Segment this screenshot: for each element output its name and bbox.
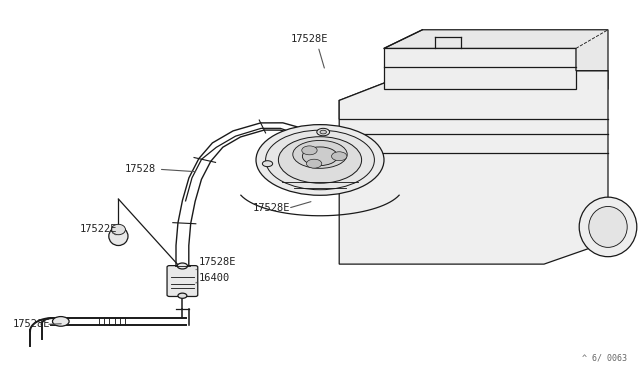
Ellipse shape [111, 224, 125, 235]
Ellipse shape [278, 137, 362, 183]
Ellipse shape [589, 206, 627, 247]
Text: 17528E: 17528E [291, 34, 329, 44]
PathPatch shape [384, 30, 608, 71]
Ellipse shape [302, 147, 338, 166]
PathPatch shape [339, 71, 608, 119]
Text: 17528: 17528 [125, 164, 156, 174]
Circle shape [262, 161, 273, 167]
Ellipse shape [266, 130, 374, 190]
Circle shape [178, 293, 187, 298]
Text: 17522E: 17522E [80, 224, 118, 234]
Circle shape [332, 152, 347, 161]
Circle shape [317, 128, 330, 136]
Ellipse shape [293, 141, 347, 168]
Text: 17528E: 17528E [13, 320, 51, 329]
Circle shape [302, 146, 317, 155]
Text: 17528E: 17528E [198, 257, 236, 267]
FancyBboxPatch shape [167, 266, 198, 296]
PathPatch shape [384, 48, 576, 89]
Text: 17528E: 17528E [253, 203, 291, 213]
Ellipse shape [109, 227, 128, 246]
Ellipse shape [579, 197, 637, 257]
Ellipse shape [256, 125, 384, 195]
Circle shape [307, 159, 322, 168]
Text: 16400: 16400 [198, 273, 230, 283]
Text: ^ 6/ 0063: ^ 6/ 0063 [582, 354, 627, 363]
Circle shape [320, 130, 326, 134]
PathPatch shape [339, 71, 608, 264]
Circle shape [177, 263, 188, 269]
Circle shape [52, 317, 69, 326]
